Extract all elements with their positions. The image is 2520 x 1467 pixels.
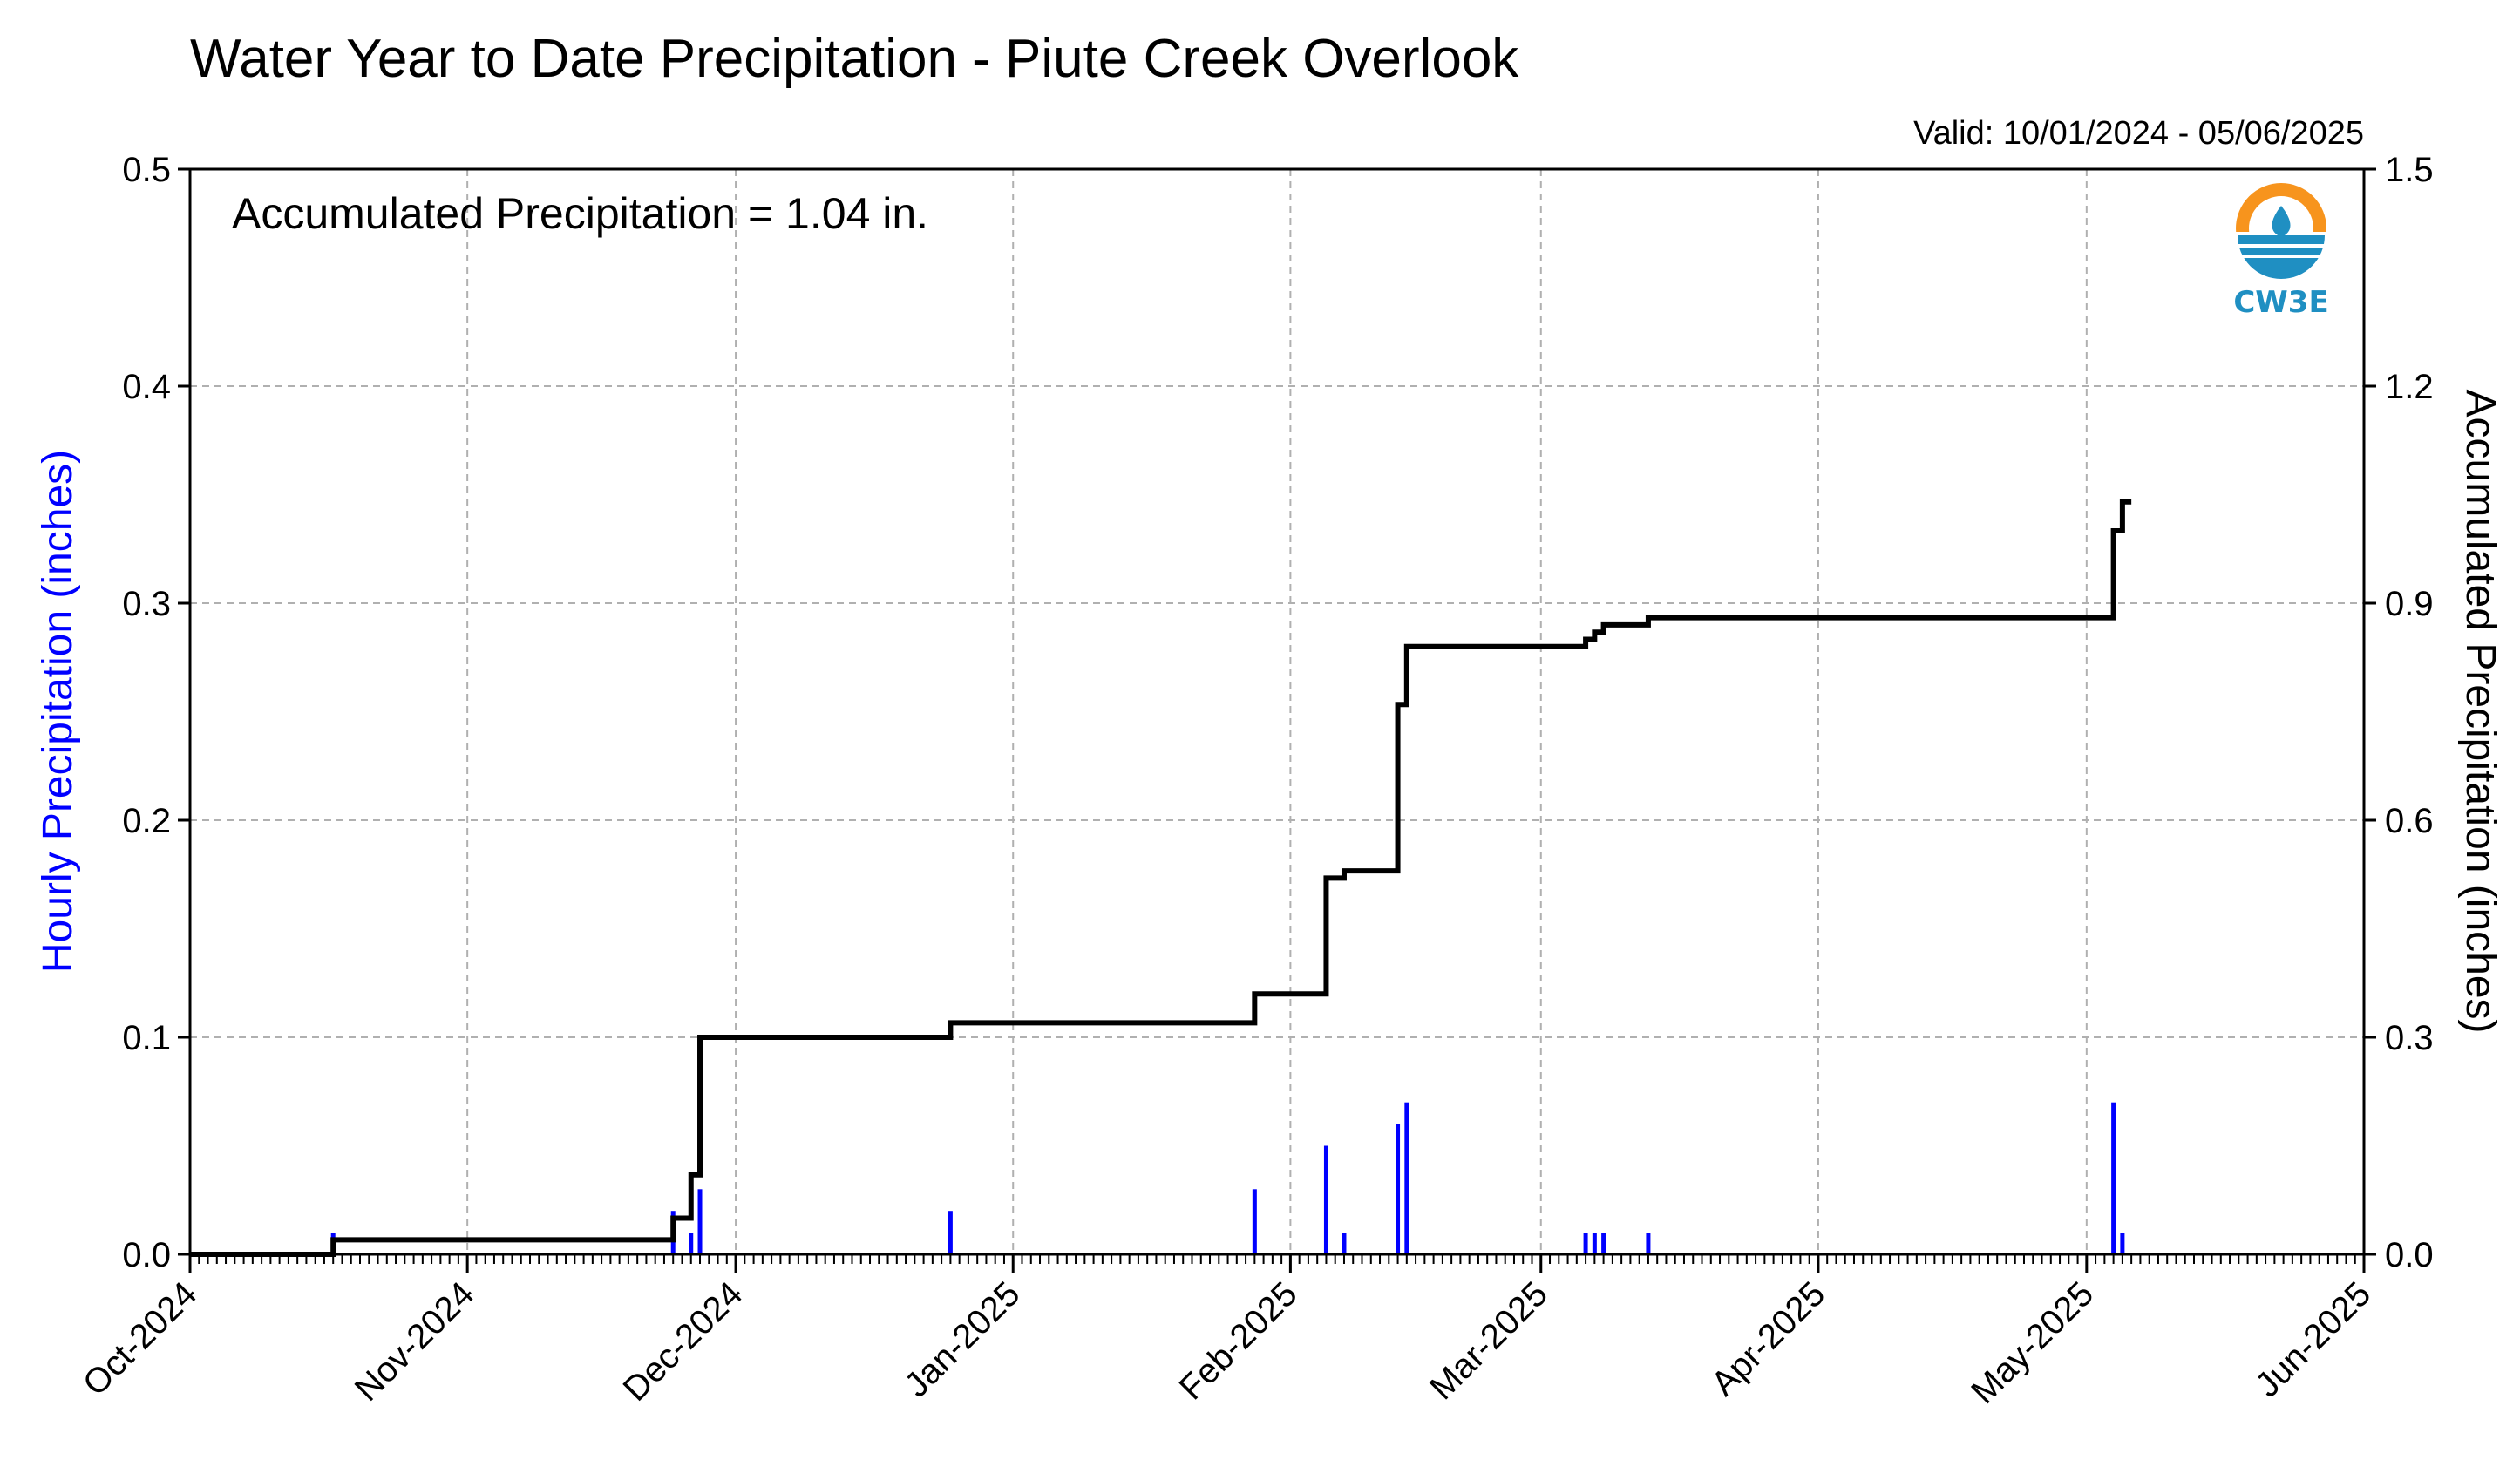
accumulated-line-group <box>190 499 2132 1257</box>
y-left-tick-label: 0.0 <box>122 1236 171 1274</box>
hourly-bar <box>1323 1145 1328 1254</box>
x-minor-ticks <box>198 1254 2356 1264</box>
y-right-tick-label: 0.9 <box>2385 585 2434 623</box>
accumulated-annotation: Accumulated Precipitation = 1.04 in. <box>232 189 928 238</box>
y-right-tick-label: 1.2 <box>2385 368 2434 406</box>
accumulated-line <box>190 499 2132 1257</box>
y-axis-right-label: Accumulated Precipitation (inches) <box>2457 389 2503 1033</box>
hourly-bar <box>689 1233 694 1254</box>
y-right-tick-label: 0.3 <box>2385 1019 2434 1057</box>
logo-drop-icon <box>2272 206 2291 237</box>
hourly-bar <box>1592 1233 1597 1254</box>
logo-text: CW3E <box>2233 285 2328 320</box>
y-left-tick-label: 0.5 <box>122 151 171 189</box>
y-right-tick-label: 1.5 <box>2385 151 2434 189</box>
y-axis-left-label: Hourly Precipitation (inches) <box>35 450 81 973</box>
y-axis-left: 0.0 0.1 0.2 0.3 0.4 0.5 <box>122 151 190 1274</box>
hourly-bar <box>1342 1233 1347 1254</box>
y-left-tick-label: 0.2 <box>122 802 171 840</box>
hourly-bar <box>1583 1233 1588 1254</box>
hourly-bar <box>1252 1189 1257 1254</box>
hourly-bar <box>1396 1124 1401 1254</box>
y-left-tick-label: 0.4 <box>122 368 171 406</box>
y-right-tick-label: 0.6 <box>2385 802 2434 840</box>
chart-subtitle: Valid: 10/01/2024 - 05/06/2025 <box>1913 115 2364 152</box>
hourly-bar <box>1404 1102 1409 1254</box>
chart-title: Water Year to Date Precipitation - Piute… <box>190 29 1519 89</box>
y-axis-right: 0.0 0.3 0.6 0.9 1.2 1.5 <box>2364 151 2434 1274</box>
hourly-bar <box>1601 1233 1606 1254</box>
cw3e-logo: CW3E <box>2233 183 2329 320</box>
hourly-bar <box>1646 1233 1651 1254</box>
plot-frame <box>188 167 2366 1256</box>
y-left-tick-label: 0.1 <box>122 1019 171 1057</box>
hourly-bars <box>330 1102 2125 1254</box>
hourly-bar <box>697 1189 703 1254</box>
y-left-tick-label: 0.3 <box>122 585 171 623</box>
y-right-tick-label: 0.0 <box>2385 1236 2434 1274</box>
grid-lines <box>190 169 2364 1254</box>
hourly-bar <box>2120 1233 2125 1254</box>
hourly-bar <box>948 1211 953 1254</box>
hourly-bar <box>2111 1102 2116 1254</box>
